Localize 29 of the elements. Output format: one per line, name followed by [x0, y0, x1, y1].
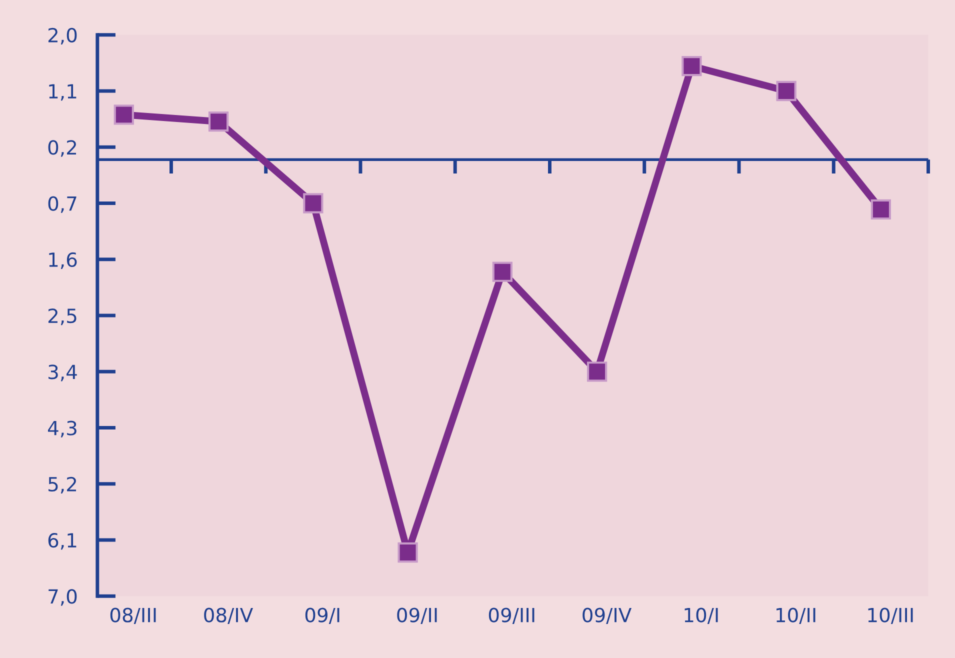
- point: [114, 104, 134, 125]
- y-tick-label: 6,1: [48, 532, 76, 550]
- y-tick-label: 1,1: [49, 84, 76, 101]
- point: [586, 362, 608, 382]
- x-tick-label: 09/IV: [582, 608, 632, 624]
- y-tick-label: 5,2: [48, 476, 76, 494]
- x-tick-label: 09/II: [397, 608, 437, 624]
- x-tick-label: 10/III: [868, 608, 913, 624]
- x-tick-label: 09/III: [488, 608, 534, 624]
- y-tick-label: 1,6: [49, 252, 77, 270]
- y-tick-label: 4,3: [48, 420, 76, 438]
- x-tick-label: 09/I: [305, 608, 340, 624]
- point: [303, 193, 324, 214]
- y-tick-label: 0,2: [48, 140, 76, 157]
- point: [776, 80, 796, 102]
- y-tick-label: 2,5: [48, 308, 76, 326]
- point: [682, 56, 702, 76]
- x-tick-label: 10/I: [684, 608, 718, 624]
- point: [492, 262, 512, 282]
- x-tick-label: 10/II: [776, 608, 816, 624]
- y-tick-label: 2,0: [48, 28, 77, 45]
- y-tick-label: 0,7: [48, 196, 76, 213]
- point: [870, 199, 892, 220]
- point: [398, 542, 418, 563]
- point: [208, 111, 229, 132]
- y-tick-label: 3,4: [48, 364, 77, 382]
- y-tick-label: 7,0: [48, 589, 77, 606]
- x-tick-label: 08/III: [110, 608, 156, 624]
- x-tick-label: 08/IV: [204, 608, 253, 624]
